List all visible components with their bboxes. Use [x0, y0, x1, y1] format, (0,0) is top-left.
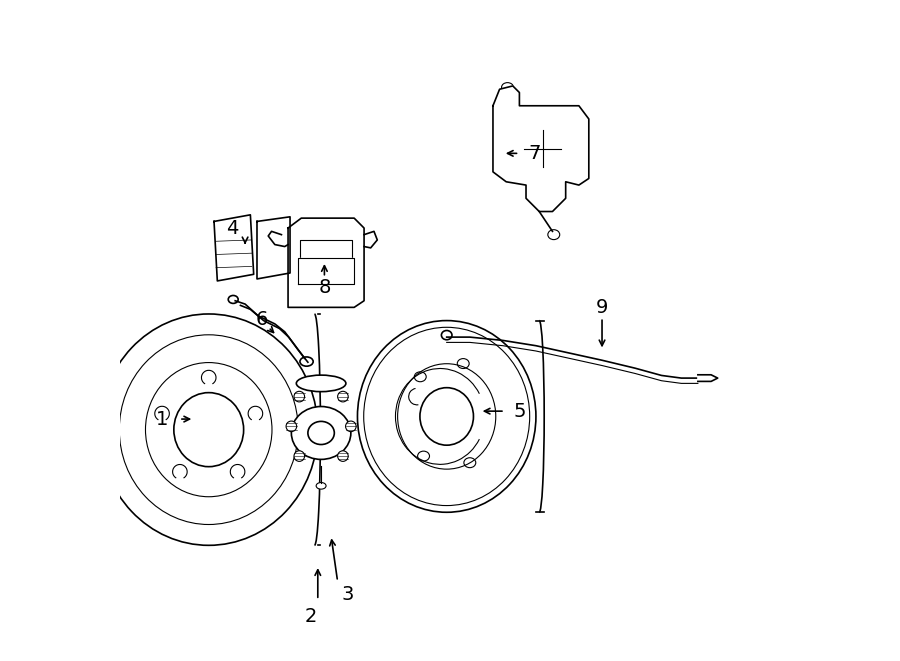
Text: 7: 7	[528, 144, 541, 163]
Text: 4: 4	[226, 219, 239, 237]
Circle shape	[294, 451, 304, 461]
Circle shape	[346, 421, 356, 432]
Text: 8: 8	[319, 278, 330, 297]
Polygon shape	[214, 215, 254, 281]
Ellipse shape	[523, 129, 562, 169]
Text: 1: 1	[157, 410, 168, 428]
Ellipse shape	[501, 83, 514, 92]
Polygon shape	[698, 375, 717, 381]
Text: 2: 2	[305, 607, 318, 625]
Circle shape	[338, 391, 348, 402]
Text: 3: 3	[341, 586, 354, 604]
Circle shape	[338, 451, 348, 461]
Ellipse shape	[292, 407, 351, 459]
Polygon shape	[493, 86, 589, 212]
Ellipse shape	[316, 483, 326, 489]
Ellipse shape	[296, 375, 346, 391]
Text: 6: 6	[256, 311, 268, 329]
Polygon shape	[288, 218, 364, 307]
Circle shape	[286, 421, 297, 432]
Text: 9: 9	[596, 298, 608, 317]
Polygon shape	[257, 217, 290, 279]
Circle shape	[294, 391, 304, 402]
Text: 5: 5	[513, 402, 526, 420]
Ellipse shape	[441, 330, 452, 340]
Polygon shape	[298, 258, 355, 284]
Ellipse shape	[229, 295, 238, 303]
Ellipse shape	[548, 229, 560, 239]
Ellipse shape	[300, 357, 313, 366]
